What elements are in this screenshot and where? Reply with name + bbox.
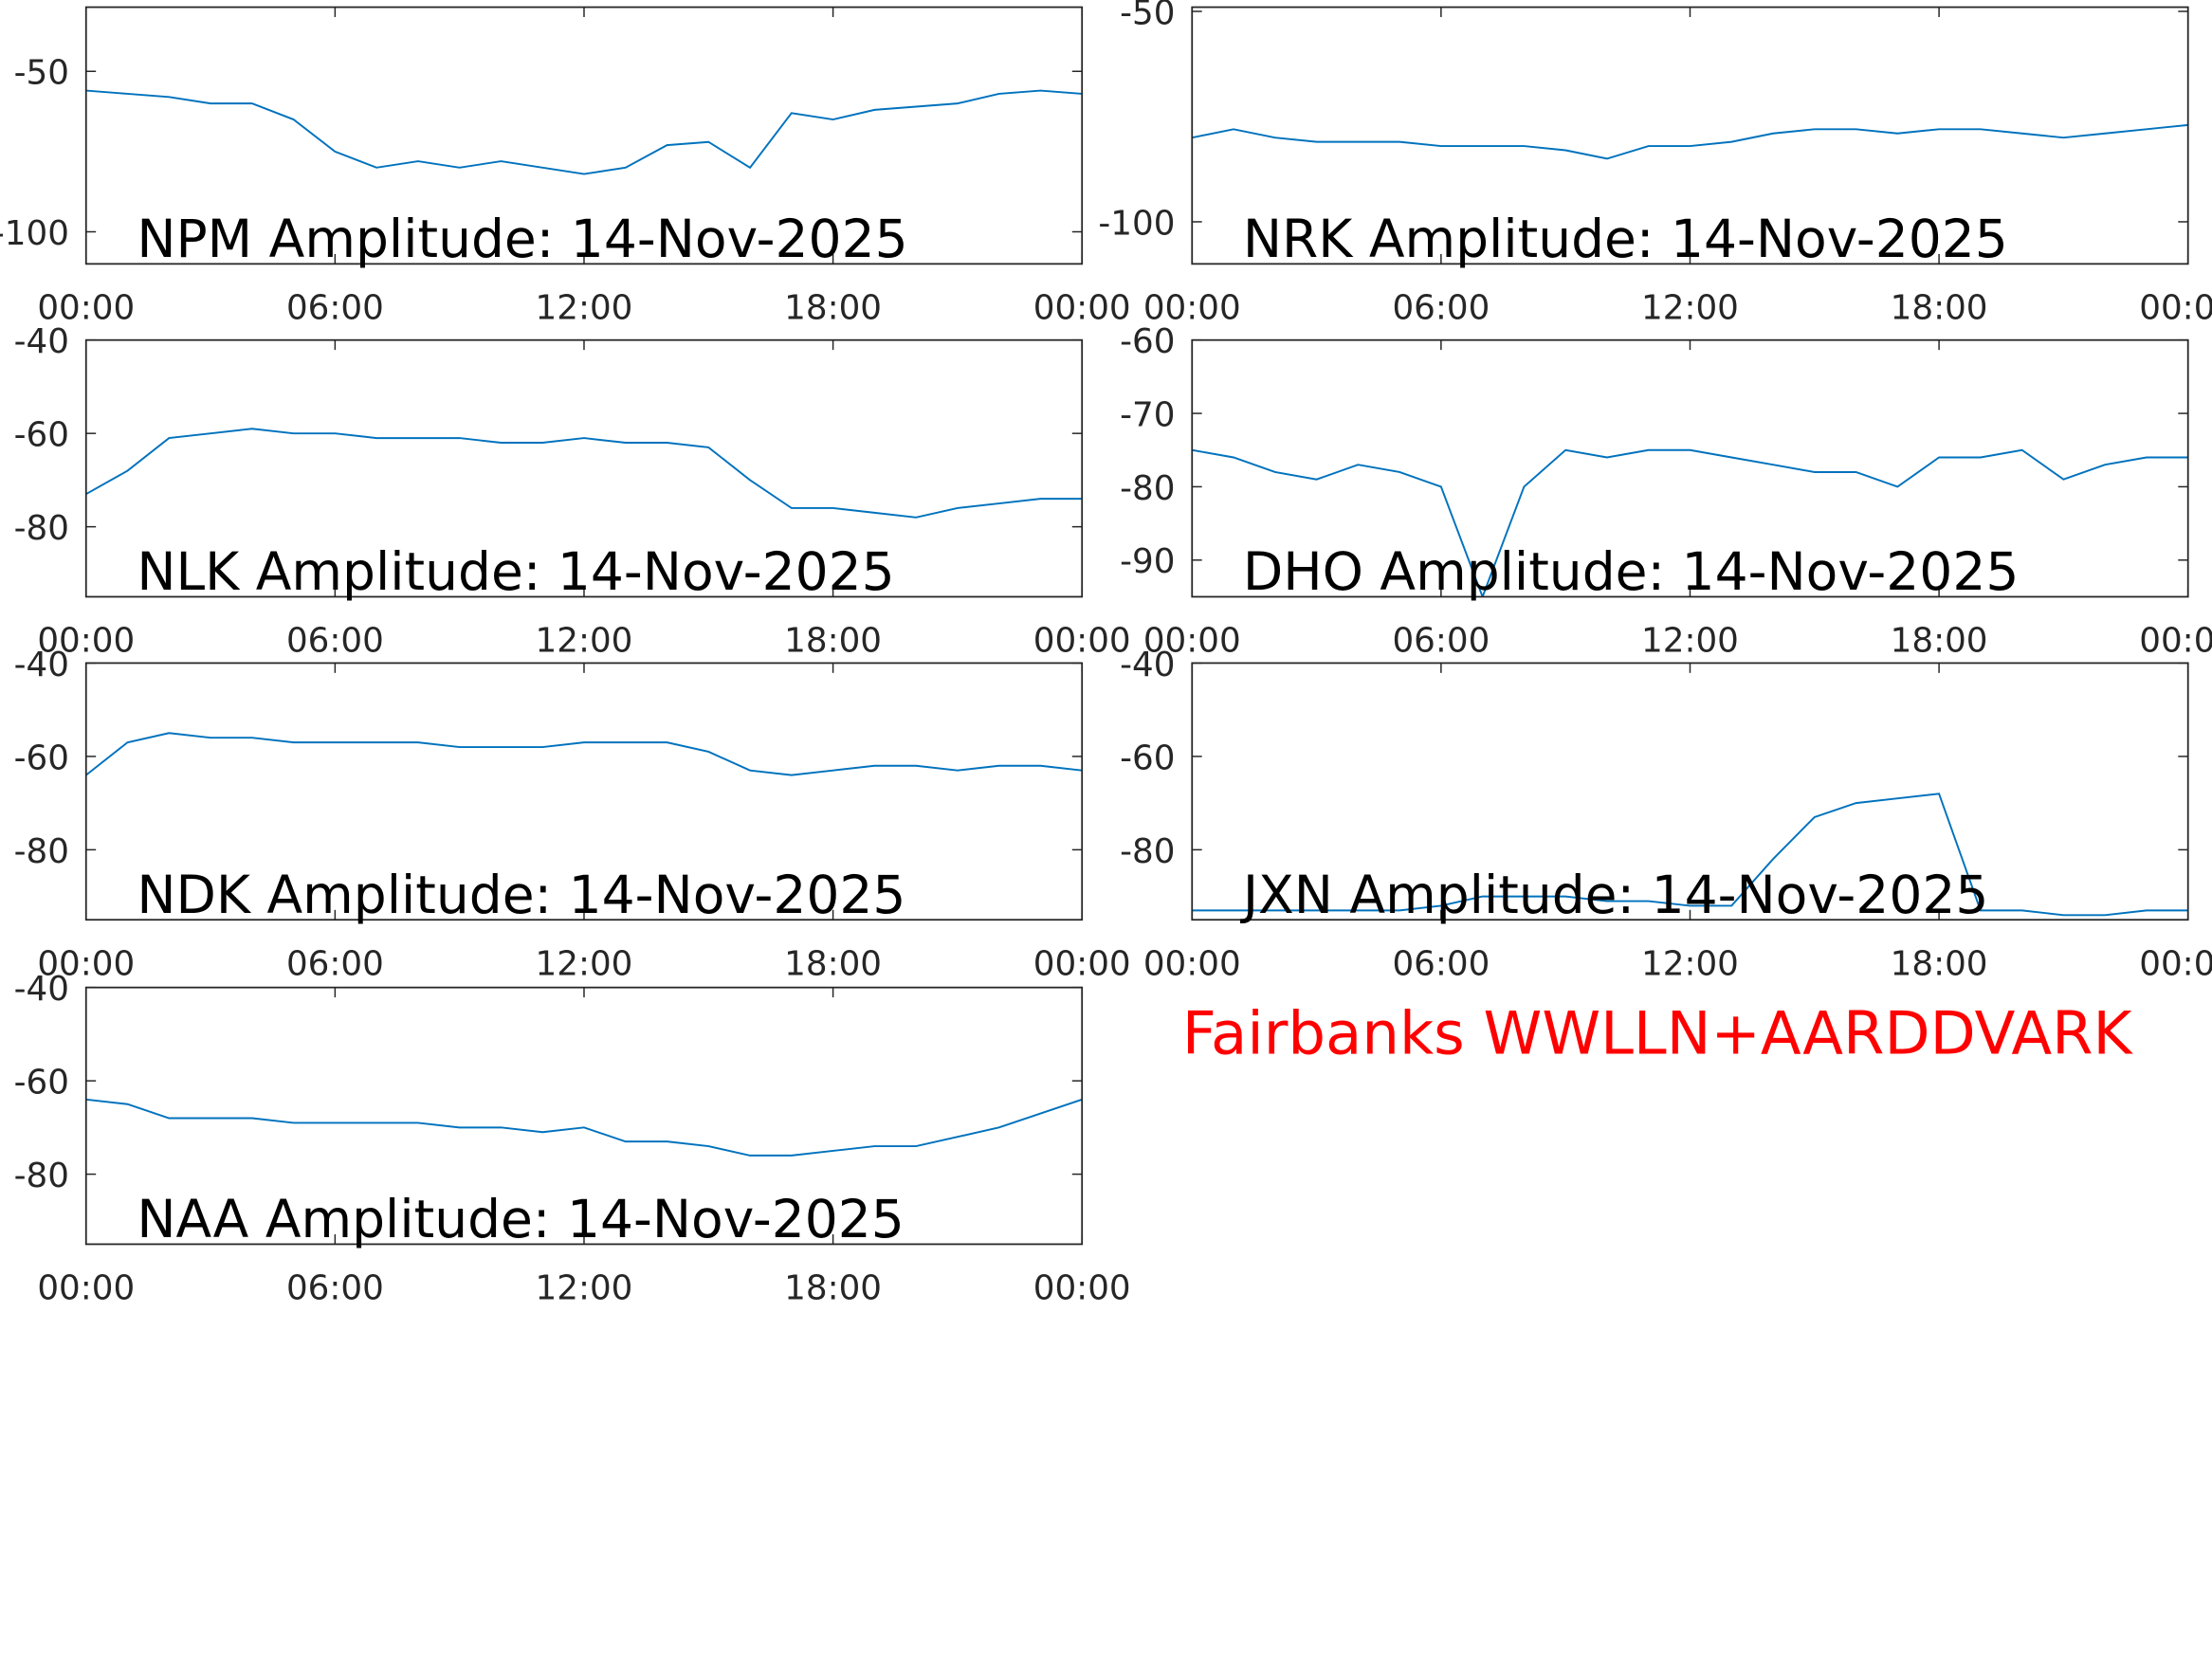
- subplot: -80 -60 -40 00:00 06:00 12:00 18:00 00:00 JXN Am…: [1120, 646, 2212, 983]
- annotation: Fairbanks WWLLN+AARDDVARK: [1182, 999, 2134, 1068]
- x-tick-label: 00:00: [37, 622, 135, 661]
- x-tick-label: 12:00: [1641, 944, 1739, 983]
- y-tick-label: -40: [14, 970, 69, 1009]
- subplot-title: DHO Amplitude: 14-Nov-2025: [1243, 541, 2020, 602]
- y-tick-label: -60: [14, 416, 69, 455]
- y-tick-label: -80: [1120, 832, 1175, 871]
- x-tick-label: 12:00: [536, 1268, 633, 1307]
- y-tick-label: -50: [1120, 0, 1175, 32]
- y-tick-label: -60: [1120, 738, 1175, 777]
- y-tick-label: -80: [14, 1157, 69, 1195]
- data-line: [85, 732, 1083, 776]
- x-tick-label: 06:00: [286, 288, 384, 327]
- x-tick-label: 06:00: [1392, 622, 1490, 661]
- data-line: [1192, 123, 2188, 160]
- y-tick-label: -90: [1120, 542, 1175, 581]
- x-tick-label: 12:00: [536, 288, 633, 327]
- subplot-title: NAA Amplitude: 14-Nov-2025: [137, 1189, 904, 1249]
- x-tick-label: 12:00: [1641, 622, 1739, 661]
- data-line: [1192, 793, 2188, 917]
- x-tick-label: 06:00: [1392, 288, 1490, 327]
- subplot-title: NPM Amplitude: 14-Nov-2025: [137, 209, 907, 269]
- subplot-title: NLK Amplitude: 14-Nov-2025: [137, 541, 894, 602]
- x-tick-label: 06:00: [286, 622, 384, 661]
- subplot: -90-80-70-6000:0006:0012:0018:0000:00DHO…: [1120, 322, 2212, 660]
- x-tick-label: 00:00: [1033, 944, 1131, 983]
- x-tick-label: 00:00: [1143, 944, 1241, 983]
- x-tick-label: 18:00: [784, 944, 882, 983]
- x-tick-label: 12:00: [536, 622, 633, 661]
- subplot-title: JXN Amplitude: 14-Nov-2025: [1240, 865, 1989, 925]
- y-tick-label: -80: [14, 509, 69, 548]
- x-tick-label: 18:00: [1891, 622, 1988, 661]
- y-tick-label: -60: [14, 1064, 69, 1103]
- y-tick-label: -40: [1120, 646, 1175, 684]
- y-tick-label: -40: [14, 322, 69, 361]
- y-tick-label: -100: [1098, 204, 1175, 243]
- y-tick-label: -50: [14, 54, 69, 93]
- subplot-title: NRK Amplitude: 14-Nov-2025: [1243, 209, 2008, 269]
- x-tick-label: 18:00: [784, 622, 882, 661]
- y-tick-label: -100: [0, 214, 69, 253]
- data-line: [85, 89, 1083, 175]
- y-tick-label: -60: [14, 738, 69, 777]
- x-tick-label: 00:00: [1033, 288, 1131, 327]
- x-tick-label: 18:00: [1891, 944, 1988, 983]
- data-line: [85, 428, 1083, 519]
- x-tick-label: 00:00: [2139, 622, 2212, 661]
- x-tick-label: 06:00: [1392, 944, 1490, 983]
- x-tick-label: 00:00: [2139, 288, 2212, 327]
- data-line: [85, 1098, 1083, 1157]
- x-tick-label: 00:00: [1033, 1268, 1131, 1307]
- x-tick-label: 18:00: [784, 288, 882, 327]
- x-tick-label: 00:00: [2139, 944, 2212, 983]
- x-tick-label: 00:00: [37, 944, 135, 983]
- x-tick-label: 00:00: [1033, 622, 1131, 661]
- x-tick-label: 06:00: [286, 944, 384, 983]
- x-tick-label: 00:00: [37, 288, 135, 327]
- y-tick-label: -60: [1120, 322, 1175, 361]
- x-tick-label: 00:00: [1143, 622, 1241, 661]
- data-line: [1192, 448, 2188, 597]
- x-tick-label: 06:00: [286, 1268, 384, 1307]
- x-tick-label: 00:00: [37, 1268, 135, 1307]
- y-tick-label: -80: [14, 832, 69, 871]
- subplot-title: NDK Amplitude: 14-Nov-2025: [137, 865, 905, 925]
- x-tick-label: 12:00: [536, 944, 633, 983]
- x-tick-label: 00:00: [1143, 288, 1241, 327]
- x-tick-label: 18:00: [1891, 288, 1988, 327]
- x-tick-label: 12:00: [1641, 288, 1739, 327]
- y-tick-label: -70: [1120, 395, 1175, 434]
- x-tick-label: 18:00: [784, 1268, 882, 1307]
- y-tick-label: -40: [14, 646, 69, 684]
- y-tick-label: -80: [1120, 469, 1175, 508]
